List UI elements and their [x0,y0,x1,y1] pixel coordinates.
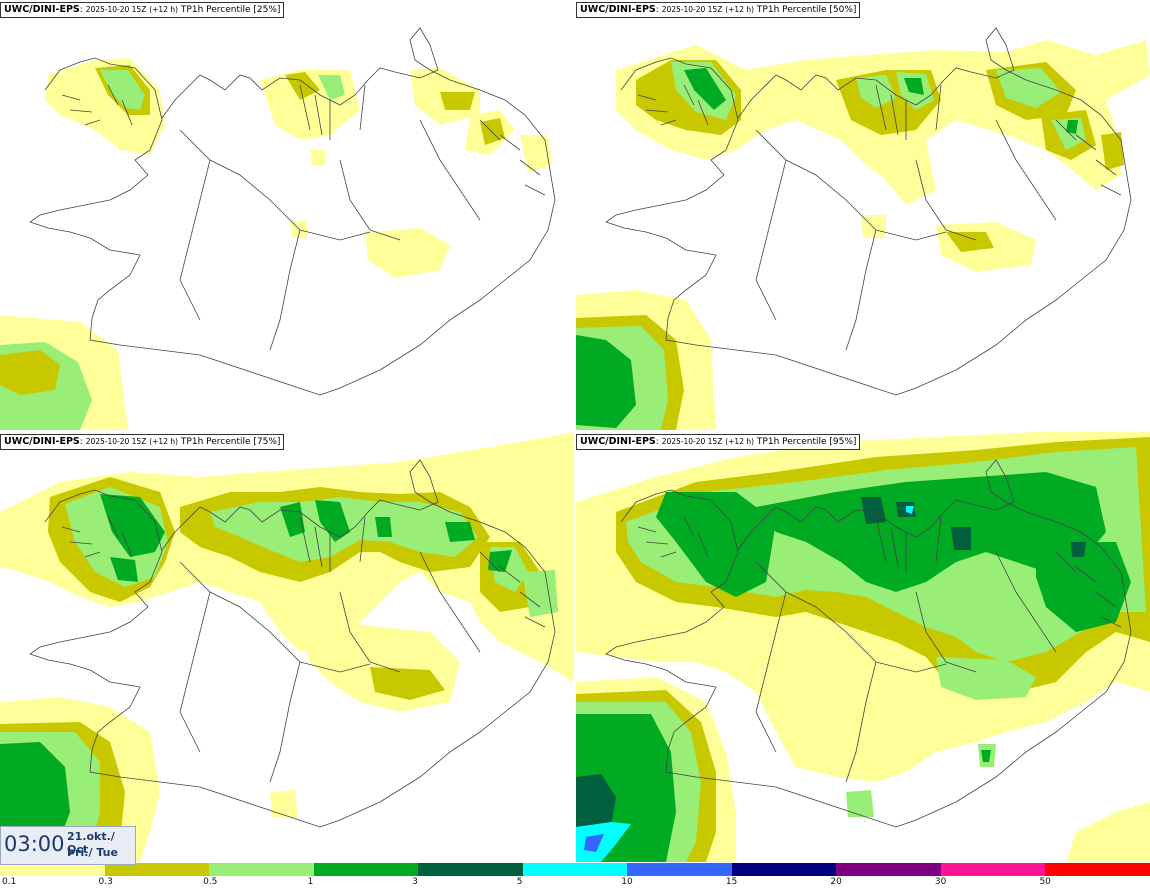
colorbar-segment [1045,863,1150,876]
colorbar-segment [104,863,210,876]
precip-shading [0,432,574,862]
coastline [29,27,556,396]
colorbar-tick-label: 0.5 [203,877,218,887]
valid-time-box: 03:00 21.okt./ Oct Þri./ Tue [0,826,136,865]
colorbar-tick-label: 15 [725,877,738,887]
colorbar-segment [627,863,732,876]
colorbar-tick-label: 10 [621,877,633,887]
colorbar-labels: 0.1 0.3 0.5 1 3 5 10 15 20 30 50 [0,877,1150,891]
map-panel-p95: UWC/DINI-EPS: 2025-10-20 15Z (+12 h) TP1… [576,432,1150,862]
valid-time: 03:00 [4,832,65,856]
colorbar-tick-label: 30 [934,877,947,887]
panel-title: UWC/DINI-EPS: 2025-10-20 15Z (+12 h) TP1… [576,2,861,18]
map-p25 [0,27,556,430]
coastline [29,459,556,828]
map-p50 [576,27,1150,430]
colorbar-segment [731,863,837,876]
colorbar-tick-label: 1 [307,877,314,887]
panel-title: UWC/DINI-EPS: 2025-10-20 15Z (+12 h) TP1… [576,434,861,450]
precip-shading [0,58,552,430]
colorbar-tick-label: 20 [830,877,842,887]
colorbar-segment [836,863,941,876]
colorbar-segment [418,863,523,876]
coastline [605,27,1132,396]
valid-date: 21.okt./ Oct [67,830,115,856]
colorbar-tick-label: 3 [412,877,418,887]
map-p95 [576,432,1150,862]
colorbar-segment [313,863,419,876]
map-panel-p50: UWC/DINI-EPS: 2025-10-20 15Z (+12 h) TP1… [576,0,1150,430]
map-panel-p25: UWC/DINI-EPS: 2025-10-20 15Z (+12 h) TP1… [0,0,574,430]
colorbar-segment [940,863,1046,876]
coastline [605,459,1132,828]
map-panel-p75: UWC/DINI-EPS: 2025-10-20 15Z (+12 h) TP1… [0,432,574,862]
precip-shading [576,40,1150,430]
precip-shading [576,432,1150,862]
colorbar-tick-label: 0.3 [98,877,113,887]
colorbar-segment [209,863,314,876]
map-p75 [0,432,574,862]
colorbar-tick-label: 50 [1039,877,1051,887]
colorbar [0,863,1150,876]
valid-weekday: Þri./ Tue [67,846,118,859]
colorbar-tick-label: 0.1 [2,877,17,887]
panel-title: UWC/DINI-EPS: 2025-10-20 15Z (+12 h) TP1… [0,434,285,450]
colorbar-segment [0,863,105,876]
panel-title: UWC/DINI-EPS: 2025-10-20 15Z (+12 h) TP1… [0,2,285,18]
colorbar-segment [522,863,628,876]
colorbar-tick-label: 5 [516,877,523,887]
